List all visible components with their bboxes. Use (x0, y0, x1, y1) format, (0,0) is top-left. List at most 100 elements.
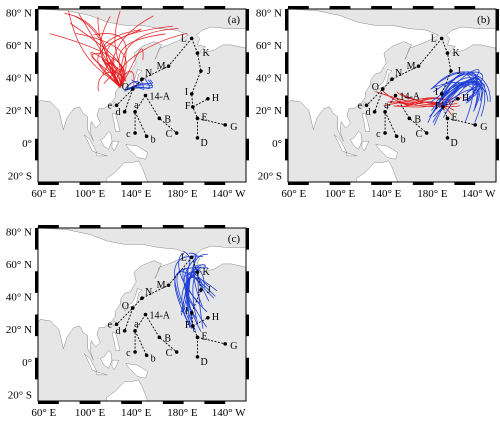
landmass-0 (288, 9, 439, 142)
station-marker (199, 69, 203, 73)
panel-letter: (b) (477, 14, 490, 26)
latitude-tick-label: 40° N (6, 73, 32, 85)
longitude-tick-label: 180° E (417, 188, 448, 200)
station-marker (206, 315, 210, 320)
route-segment (145, 314, 177, 353)
station-label: C (166, 348, 173, 359)
station-label: F (185, 320, 191, 331)
landmass-5 (83, 353, 98, 373)
station-label: I (435, 87, 438, 98)
landmass-8 (95, 371, 108, 376)
station-marker (383, 110, 387, 114)
station-label: E (451, 112, 457, 123)
station-marker (143, 93, 148, 98)
station-marker (130, 306, 135, 310)
landmass-8 (345, 152, 358, 157)
station-marker (195, 335, 200, 340)
panel-letter: (a) (228, 14, 241, 26)
landmass-10 (105, 379, 149, 401)
station-label: C (166, 129, 173, 140)
route-segment (384, 111, 398, 137)
latitude-tick-label: 20° N (6, 105, 32, 117)
station-label: b (151, 134, 156, 145)
latitude-tick-label: 40° N (256, 73, 282, 85)
station-label: B (414, 114, 421, 125)
station-marker (174, 350, 179, 354)
station-label: e (108, 319, 113, 330)
station-label: L (181, 252, 187, 263)
station-marker (122, 110, 127, 114)
route-segment (134, 111, 148, 137)
map-panel-c: L K M J N O 14-A I H Fed a B E Gc b C D 80° N 60° N 40° N 20… (6, 225, 249, 419)
station-marker (206, 96, 210, 101)
station-label: a (134, 100, 139, 111)
blue-trajectory (443, 69, 480, 98)
station-label: F (185, 101, 191, 112)
station-label: c (376, 129, 381, 140)
station-label: K (202, 48, 210, 59)
station-marker (195, 136, 200, 140)
blue-trajectory (124, 79, 153, 91)
station-label: d (366, 107, 371, 118)
landmass-9 (195, 245, 246, 273)
latitude-tick-label: 20° S (8, 389, 32, 401)
landmass-6 (125, 363, 149, 379)
station-marker (223, 123, 227, 127)
route-segment (395, 95, 427, 134)
latitude-tick-label: 60° N (6, 259, 32, 271)
station-label: G (230, 122, 237, 133)
station-marker (195, 355, 200, 359)
station-marker (114, 322, 119, 327)
blue-trajectory (181, 273, 196, 329)
route-segment (124, 88, 134, 112)
longitude-tick-label: 60° E (281, 188, 306, 200)
station-label: H (212, 93, 219, 104)
route-segment (374, 88, 384, 112)
station-label: J (207, 285, 211, 296)
station-marker (166, 64, 171, 68)
blue-trajectory (186, 276, 218, 319)
latitude-tick-label: 20° N (6, 324, 32, 336)
station-marker (195, 51, 200, 55)
red-trajectory (68, 10, 121, 88)
station-label: d (116, 326, 121, 337)
station-marker (195, 116, 200, 121)
red-trajectory (118, 33, 166, 88)
landmass-6 (125, 144, 149, 160)
landmass-3 (111, 113, 121, 132)
station-marker (393, 93, 398, 98)
map-panel-b: L K M J N O 14-A I H Fed a B E Gc b C D 80° N 60° N 40° N 20… (256, 6, 499, 200)
station-label: I (185, 306, 188, 317)
station-label: d (116, 107, 121, 118)
longitude-tick-label: 60° E (31, 188, 56, 200)
station-label: B (164, 114, 171, 125)
station-label: B (164, 333, 171, 344)
station-marker (394, 134, 399, 139)
latitude-tick-label: 0° (22, 138, 32, 150)
station-label: M (157, 280, 166, 291)
station-label: e (108, 100, 113, 111)
station-label: 14-A (149, 311, 170, 322)
station-label: D (450, 138, 457, 149)
station-marker (133, 350, 137, 354)
station-label: 14-A (149, 92, 170, 103)
station-marker (407, 116, 412, 121)
longitude-tick-label: 180° E (167, 407, 198, 419)
station-marker (439, 92, 444, 96)
landmass-9 (195, 26, 246, 54)
station-marker (223, 342, 227, 346)
station-label: O (122, 301, 129, 312)
landmass-1 (124, 288, 143, 312)
station-label: G (480, 122, 487, 133)
landmass-7 (111, 140, 120, 152)
station-label: H (462, 93, 469, 104)
route-segment (134, 330, 148, 356)
red-trajectory (393, 93, 461, 108)
trajectory-lines (173, 250, 218, 333)
stations: L K M J N O 14-A I H Fed a B E Gc b C D (358, 33, 488, 149)
station-label: O (372, 82, 379, 93)
blue-trajectory (193, 253, 208, 307)
blue-trajectory (124, 78, 150, 91)
latitude-tick-label: 60° N (256, 40, 282, 52)
station-marker (364, 103, 369, 108)
